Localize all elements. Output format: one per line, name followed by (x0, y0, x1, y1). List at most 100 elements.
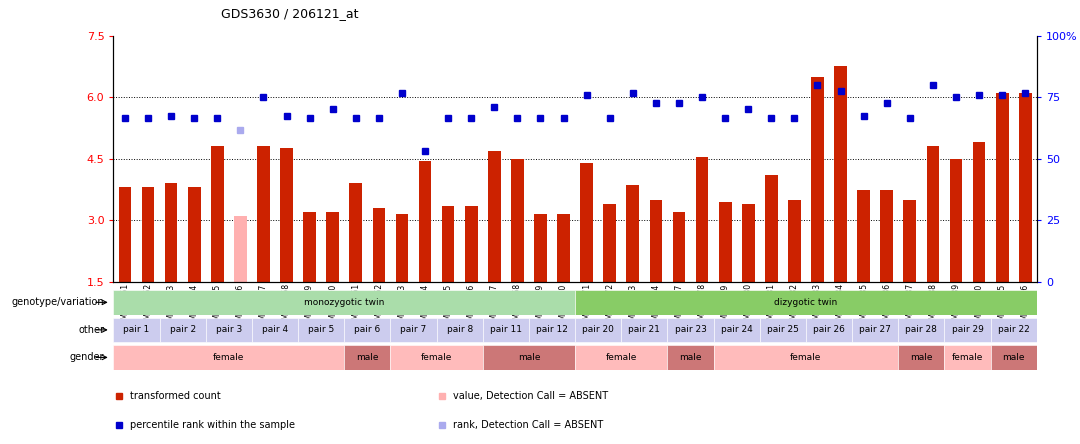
Bar (436, 317, 483, 342)
Bar (576, 290, 1037, 315)
Text: pair 8: pair 8 (446, 325, 473, 334)
Text: pair 21: pair 21 (629, 325, 660, 334)
Bar (419, 161, 431, 282)
Bar (113, 345, 345, 370)
Bar (280, 148, 293, 282)
Text: monozygotic twin: monozygotic twin (305, 298, 384, 307)
Text: pair 29: pair 29 (951, 325, 984, 334)
Bar (350, 183, 362, 282)
Text: pair 5: pair 5 (308, 325, 335, 334)
Text: pair 12: pair 12 (536, 325, 568, 334)
Bar (141, 187, 154, 282)
Bar (621, 317, 667, 342)
Bar (576, 345, 667, 370)
Text: female: female (213, 353, 244, 362)
Bar (719, 202, 731, 282)
Bar (990, 317, 1037, 342)
Bar (119, 187, 132, 282)
Bar (834, 66, 847, 282)
Text: percentile rank within the sample: percentile rank within the sample (130, 420, 295, 430)
Bar (483, 317, 529, 342)
Text: value, Detection Call = ABSENT: value, Detection Call = ABSENT (454, 391, 608, 401)
Bar (667, 317, 714, 342)
Text: pair 2: pair 2 (170, 325, 195, 334)
Bar (899, 317, 944, 342)
Bar (234, 216, 246, 282)
Text: female: female (606, 353, 637, 362)
Text: male: male (517, 353, 540, 362)
Bar (557, 214, 570, 282)
Bar (488, 151, 501, 282)
Text: GDS3630 / 206121_at: GDS3630 / 206121_at (221, 7, 359, 20)
Text: pair 24: pair 24 (720, 325, 753, 334)
Bar (673, 212, 686, 282)
Text: female: female (421, 353, 453, 362)
Bar (973, 142, 985, 282)
Bar (576, 317, 621, 342)
Text: pair 1: pair 1 (123, 325, 150, 334)
Bar (391, 317, 436, 342)
Text: pair 20: pair 20 (582, 325, 615, 334)
Bar (904, 200, 916, 282)
Bar (1018, 93, 1031, 282)
Bar (714, 345, 899, 370)
Text: pair 28: pair 28 (905, 325, 937, 334)
Text: gender: gender (70, 353, 104, 362)
Text: male: male (679, 353, 702, 362)
Text: male: male (910, 353, 933, 362)
Text: pair 22: pair 22 (998, 325, 1029, 334)
Bar (464, 206, 477, 282)
Text: transformed count: transformed count (130, 391, 220, 401)
Text: female: female (791, 353, 822, 362)
Bar (760, 317, 806, 342)
Bar (165, 183, 177, 282)
Bar (852, 317, 899, 342)
Bar (649, 200, 662, 282)
Bar (535, 214, 546, 282)
Bar (696, 157, 708, 282)
Text: pair 4: pair 4 (262, 325, 288, 334)
Bar (188, 187, 201, 282)
Bar (714, 317, 760, 342)
Bar (944, 345, 990, 370)
Text: male: male (1002, 353, 1025, 362)
Bar (806, 317, 852, 342)
Text: dizygotic twin: dizygotic twin (774, 298, 838, 307)
Bar (373, 208, 386, 282)
Bar (580, 163, 593, 282)
Bar (345, 317, 391, 342)
Bar (788, 200, 800, 282)
Text: genotype/variation: genotype/variation (12, 297, 104, 307)
Bar (880, 190, 893, 282)
Bar (667, 345, 714, 370)
Bar (113, 317, 160, 342)
Bar (949, 159, 962, 282)
Bar (990, 345, 1037, 370)
Text: pair 25: pair 25 (767, 325, 799, 334)
Bar (529, 317, 576, 342)
Bar (511, 159, 524, 282)
Text: male: male (356, 353, 379, 362)
Bar (326, 212, 339, 282)
Text: pair 27: pair 27 (860, 325, 891, 334)
Text: pair 23: pair 23 (675, 325, 706, 334)
Bar (858, 190, 870, 282)
Text: pair 3: pair 3 (216, 325, 242, 334)
Bar (205, 317, 252, 342)
Bar (303, 212, 316, 282)
Text: other: other (78, 325, 104, 335)
Bar (899, 345, 944, 370)
Bar (252, 317, 298, 342)
Bar (811, 77, 824, 282)
Bar (996, 93, 1009, 282)
Bar (257, 147, 270, 282)
Bar (442, 206, 455, 282)
Bar (742, 204, 755, 282)
Bar (626, 186, 639, 282)
Bar (391, 345, 483, 370)
Bar (211, 147, 224, 282)
Bar (395, 214, 408, 282)
Bar (604, 204, 616, 282)
Bar (927, 147, 940, 282)
Text: pair 6: pair 6 (354, 325, 380, 334)
